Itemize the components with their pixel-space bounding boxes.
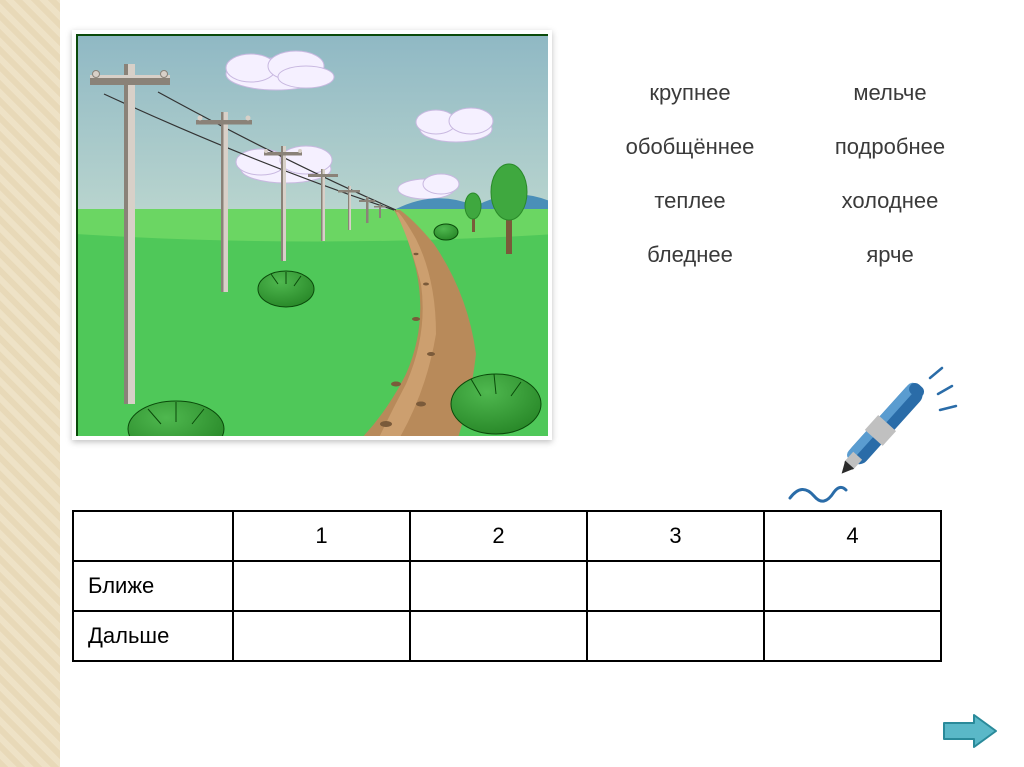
- landscape-svg: [76, 34, 552, 440]
- table: 1 2 3 4 Ближе Дальше: [72, 510, 942, 662]
- cell-far-1[interactable]: [233, 611, 410, 661]
- answer-table: 1 2 3 4 Ближе Дальше: [72, 510, 942, 662]
- cell-near-4[interactable]: [764, 561, 941, 611]
- pen-icon: [780, 350, 960, 510]
- header-3: 3: [587, 511, 764, 561]
- cell-near-3[interactable]: [587, 561, 764, 611]
- left-texture-strip: [0, 0, 60, 767]
- word-blednee[interactable]: бледнее: [600, 242, 780, 268]
- header-empty: [73, 511, 233, 561]
- table-header-row: 1 2 3 4: [73, 511, 941, 561]
- word-obobshchennee[interactable]: обобщённее: [600, 134, 780, 160]
- header-2: 2: [410, 511, 587, 561]
- word-podrobnee[interactable]: подробнее: [800, 134, 980, 160]
- cell-near-1[interactable]: [233, 561, 410, 611]
- word-teplee[interactable]: теплее: [600, 188, 780, 214]
- header-1: 1: [233, 511, 410, 561]
- row-label-near: Ближе: [73, 561, 233, 611]
- cell-far-4[interactable]: [764, 611, 941, 661]
- row-label-far: Дальше: [73, 611, 233, 661]
- header-4: 4: [764, 511, 941, 561]
- word-grid: крупнее мельче обобщённее подробнее тепл…: [600, 80, 980, 268]
- word-kholodnee[interactable]: холоднее: [800, 188, 980, 214]
- perspective-illustration: [72, 30, 552, 440]
- word-yarche[interactable]: ярче: [800, 242, 980, 268]
- table-row: Ближе: [73, 561, 941, 611]
- table-row: Дальше: [73, 611, 941, 661]
- cell-far-3[interactable]: [587, 611, 764, 661]
- arrow-right-icon: [940, 711, 1000, 751]
- cell-near-2[interactable]: [410, 561, 587, 611]
- next-arrow-button[interactable]: [940, 711, 1000, 751]
- word-krupnee[interactable]: крупнее: [600, 80, 780, 106]
- word-melche[interactable]: мельче: [800, 80, 980, 106]
- cell-far-2[interactable]: [410, 611, 587, 661]
